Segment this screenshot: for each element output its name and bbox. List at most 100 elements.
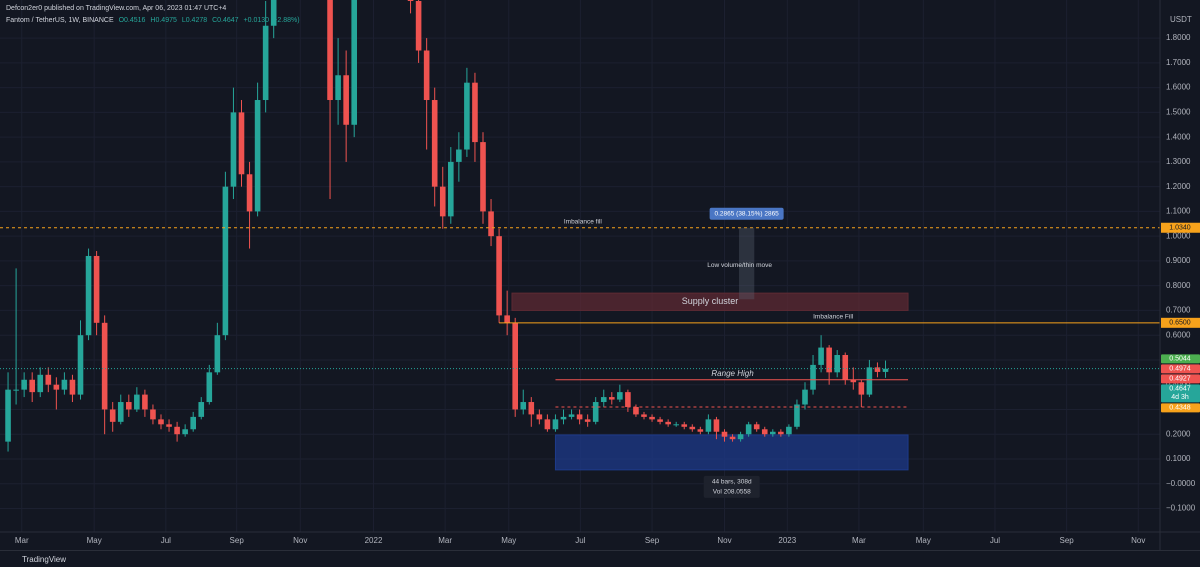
candle-body bbox=[834, 354, 840, 373]
price-badge bbox=[1161, 354, 1200, 364]
price-badge-label: 0.4647 bbox=[1169, 386, 1191, 393]
x-tick-label: Sep bbox=[645, 536, 660, 545]
y-tick-label: 0.2000 bbox=[1166, 429, 1191, 438]
zone bbox=[554, 434, 909, 471]
candle-body bbox=[544, 419, 551, 430]
candle-body bbox=[246, 174, 253, 212]
candle-body bbox=[109, 409, 116, 422]
y-tick-label: 0.6000 bbox=[1166, 330, 1191, 339]
candle-body bbox=[786, 426, 792, 435]
candle-body bbox=[617, 392, 623, 400]
price-badge-label: 1.0340 bbox=[1169, 225, 1191, 232]
candle-body bbox=[858, 382, 865, 395]
candle-body bbox=[745, 424, 752, 435]
candle-body bbox=[713, 419, 720, 432]
candle-body bbox=[456, 149, 462, 162]
symbol: Fantom / TetherUS, 1W, BINANCE bbox=[6, 17, 114, 24]
ohlc: O0.4516 bbox=[118, 17, 146, 24]
candle-body bbox=[29, 379, 35, 393]
level-label: Range High bbox=[711, 369, 754, 378]
candle-body bbox=[61, 379, 68, 390]
y-tick-label: 1.6000 bbox=[1166, 83, 1191, 92]
y-tick-label: 0.9000 bbox=[1166, 256, 1191, 265]
y-tick-label: 1.2000 bbox=[1166, 182, 1191, 191]
candle-body bbox=[464, 82, 470, 150]
x-tick-label: Nov bbox=[1131, 536, 1145, 545]
axes: −0.1000−0.00000.10000.20000.30000.40000.… bbox=[15, 33, 1200, 545]
currency: USDT bbox=[1170, 15, 1192, 24]
candle-body bbox=[641, 414, 647, 417]
candle-body bbox=[697, 429, 704, 432]
candle-body bbox=[753, 424, 760, 430]
info-box bbox=[703, 475, 760, 498]
footer: TradingView bbox=[0, 550, 1200, 567]
price-badge bbox=[1161, 403, 1200, 413]
symbol-legend: Fantom / TetherUS, 1W, BINANCE O0.4516 H… bbox=[6, 15, 303, 27]
y-tick-label: 1.4000 bbox=[1166, 132, 1191, 141]
candle-body bbox=[262, 25, 269, 101]
candle-body bbox=[158, 419, 164, 425]
zone bbox=[511, 292, 909, 311]
ohlc: H0.4975 bbox=[150, 17, 177, 24]
candle-body bbox=[21, 379, 27, 390]
candle-body bbox=[53, 384, 60, 390]
candle-body bbox=[190, 416, 196, 430]
candle-body bbox=[327, 0, 333, 101]
candle-body bbox=[166, 424, 172, 427]
zone-label: Supply cluster bbox=[682, 296, 739, 306]
zone-label: Vol 208.0558 bbox=[713, 489, 751, 496]
candle-body bbox=[842, 354, 849, 380]
x-tick-label: Mar bbox=[852, 536, 866, 545]
y-tick-label: 1.5000 bbox=[1166, 108, 1191, 117]
level-label: Imbalance Fill bbox=[813, 314, 854, 321]
candle-body bbox=[882, 368, 889, 372]
candle-body bbox=[576, 414, 583, 420]
y-tick-label: 0.8000 bbox=[1166, 281, 1191, 290]
candle-body bbox=[592, 402, 599, 422]
candle-body bbox=[134, 394, 140, 410]
candle-body bbox=[600, 397, 607, 403]
candle-body bbox=[206, 372, 213, 403]
candle-body bbox=[150, 409, 156, 420]
candle-body bbox=[439, 186, 446, 217]
candle-body bbox=[230, 112, 237, 187]
candle-body bbox=[93, 255, 100, 323]
candle-body bbox=[737, 434, 744, 440]
candle-body bbox=[874, 367, 881, 372]
candle-body bbox=[673, 424, 679, 426]
candle-body bbox=[560, 416, 567, 420]
candle-body bbox=[351, 0, 357, 125]
candle-body bbox=[552, 419, 559, 430]
y-tick-label: 1.8000 bbox=[1166, 33, 1191, 42]
x-tick-label: 2022 bbox=[365, 536, 383, 545]
candle-body bbox=[85, 255, 92, 336]
level-label: Imbalance fill bbox=[564, 218, 602, 225]
measure-box bbox=[709, 207, 784, 220]
candle-body bbox=[270, 0, 277, 26]
price-badge-label: 0.4348 bbox=[1169, 405, 1191, 412]
candle-body bbox=[198, 402, 205, 417]
y-tick-label: 0.4000 bbox=[1166, 380, 1191, 389]
x-tick-label: Jul bbox=[575, 536, 585, 545]
x-tick-label: Nov bbox=[293, 536, 307, 545]
candle-body bbox=[778, 431, 784, 435]
candle-body bbox=[423, 50, 430, 101]
candle-body bbox=[431, 100, 438, 187]
candle-body bbox=[761, 429, 768, 435]
candle-body bbox=[343, 75, 349, 125]
candle-body bbox=[584, 419, 591, 422]
x-tick-label: Nov bbox=[717, 536, 731, 545]
price-badge-label: 0.6500 bbox=[1169, 320, 1191, 327]
candle-body bbox=[568, 414, 575, 417]
y-tick-label: 1.3000 bbox=[1166, 157, 1191, 166]
candle-body bbox=[488, 211, 494, 237]
candle-body bbox=[5, 389, 11, 442]
ohlc: C0.4647 bbox=[212, 17, 239, 24]
x-tick-label: 2023 bbox=[778, 536, 796, 545]
zone-label: 44 bars, 308d bbox=[712, 479, 752, 486]
countdown: 4d 3h bbox=[1171, 394, 1189, 401]
x-tick-label: Sep bbox=[1060, 536, 1075, 545]
price-badge bbox=[1161, 374, 1200, 384]
candle-body bbox=[689, 426, 696, 430]
